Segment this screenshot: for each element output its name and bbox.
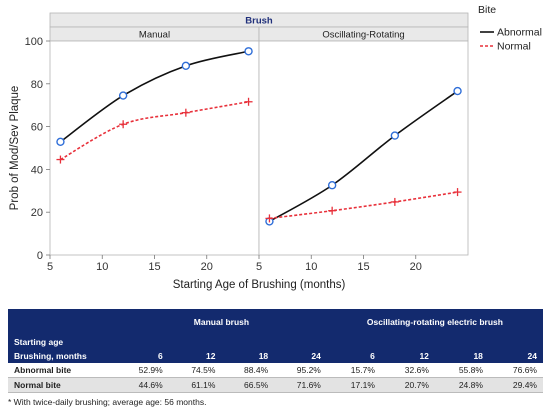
age-header: 6 — [370, 351, 375, 361]
data-point-normal — [328, 206, 337, 215]
row-label: Abnormal bite — [14, 365, 72, 375]
group-manual-header: Manual brush — [193, 317, 250, 327]
data-point-normal — [265, 214, 274, 223]
data-point-normal — [390, 197, 399, 206]
age-header: 24 — [527, 351, 537, 361]
table-cell: 55.8% — [458, 365, 483, 375]
table-cell: 29.4% — [512, 380, 537, 390]
x-tick-label: 15 — [148, 261, 160, 273]
data-point-normal — [181, 108, 190, 117]
data-point-abnormal — [118, 91, 128, 100]
data-point-abnormal — [453, 86, 462, 96]
table-cell: 61.1% — [191, 380, 216, 390]
table-label-row-1: Starting age — [8, 335, 543, 349]
x-tick-label: 10 — [96, 261, 108, 273]
data-point-abnormal — [244, 47, 253, 56]
table-cell: 44.6% — [138, 380, 163, 390]
table-age-header-row: Brushing, months 6 12 18 24 6 12 18 24 — [8, 349, 543, 363]
age-header: 12 — [419, 351, 429, 361]
y-tick-label: 60 — [31, 122, 43, 134]
table-cell: 66.5% — [244, 380, 269, 390]
footnote: * With twice-daily brushing; average age… — [8, 397, 207, 407]
panel-label-oscillating: Oscillating-Rotating — [322, 30, 404, 41]
age-header: 18 — [258, 351, 269, 361]
data-point-abnormal — [181, 61, 191, 71]
oscillating-plot-frame — [258, 40, 469, 256]
plaque-probability-chart: Brush Manual Oscillating-Rotating 0 20 40 6… — [9, 4, 542, 291]
chart-title: Brush — [245, 16, 273, 27]
y-tick-label: 0 — [37, 250, 43, 262]
age-header: 18 — [473, 351, 483, 361]
x-tick-label: 5 — [256, 261, 262, 273]
y-tick-label: 20 — [31, 207, 43, 219]
series-line-normal-manual — [60, 100, 249, 161]
y-tick-label: 80 — [31, 79, 43, 91]
table-cell: 17.1% — [350, 380, 375, 390]
table-cell: 88.4% — [244, 365, 269, 375]
data-point-normal — [244, 97, 253, 106]
table-cell: 74.5% — [191, 365, 216, 375]
panel-label-manual: Manual — [139, 30, 170, 41]
table-cell: 32.6% — [404, 365, 429, 375]
legend-label-normal: Normal — [497, 41, 531, 53]
summary-table: Manual brush Oscillating-rotating electr… — [8, 309, 543, 393]
series-line-normal-oscillating — [269, 191, 458, 220]
table-cell: 52.9% — [138, 365, 163, 375]
age-header: 12 — [205, 351, 216, 361]
x-axis-label: Starting Age of Brushing (months) — [173, 279, 346, 291]
x-tick-label: 5 — [47, 261, 53, 273]
y-axis-label: Prob of Mod/Sev Plaque — [9, 86, 21, 211]
x-tick-label: 20 — [201, 261, 213, 273]
x-tick-label: 10 — [305, 261, 317, 273]
table-cell: 71.6% — [296, 380, 321, 390]
series-line-abnormal-manual — [59, 50, 249, 143]
y-tick-label: 100 — [25, 36, 43, 48]
x-tick-label: 15 — [357, 261, 369, 273]
legend-label-abnormal: Abnormal — [497, 27, 542, 39]
data-point-abnormal — [327, 181, 337, 190]
table-cell: 20.7% — [404, 380, 429, 390]
data-point-abnormal — [390, 131, 400, 140]
table-cell: 95.2% — [296, 365, 321, 375]
age-header: 24 — [311, 351, 321, 361]
data-point-normal — [453, 188, 462, 197]
x-tick-label: 20 — [410, 261, 422, 273]
table-cell: 15.7% — [350, 365, 375, 375]
y-tick-label: 40 — [31, 164, 43, 176]
row-label-starting-age: Starting age — [14, 337, 64, 347]
age-header: 6 — [157, 351, 163, 361]
data-point-normal — [56, 155, 65, 164]
table-row: Abnormal bite 52.9% 74.5% 88.4% 95.2% 15… — [8, 363, 543, 378]
row-label: Normal bite — [14, 380, 61, 390]
legend-title: Bite — [478, 4, 496, 16]
manual-plot-frame — [49, 40, 260, 256]
group-oscillating-header: Oscillating-rotating electric brush — [366, 317, 503, 327]
table-row: Normal bite 44.6% 61.1% 66.5% 71.6% 17.1… — [8, 377, 543, 393]
table-cell: 24.8% — [458, 380, 483, 390]
series-line-abnormal-oscillating — [269, 90, 459, 223]
data-point-normal — [119, 120, 128, 129]
table-cell: 76.6% — [512, 365, 537, 375]
table-group-header-row: Manual brush Oscillating-rotating electr… — [8, 309, 543, 335]
row-label-brushing-months: Brushing, months — [14, 351, 87, 361]
data-point-abnormal — [56, 137, 65, 146]
